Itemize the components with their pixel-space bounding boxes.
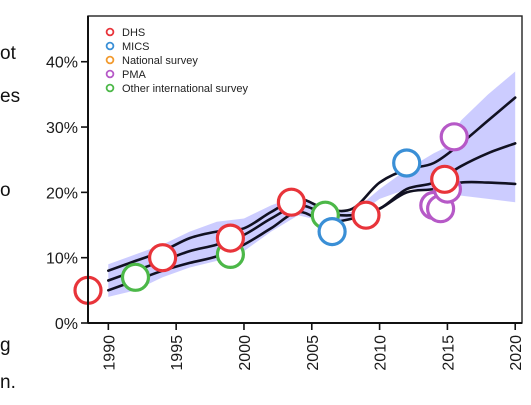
legend-item: PMA: [105, 69, 147, 81]
legend-label: MICS: [122, 41, 150, 53]
cropped-text-fragment-5: n.: [0, 372, 16, 393]
data-point-dhs: [351, 200, 381, 230]
y-tick-label: 20%: [46, 185, 78, 202]
legend-marker: [105, 69, 115, 79]
legend-item: Other international survey: [105, 83, 248, 95]
cropped-text-fragment-1: ot: [0, 43, 16, 64]
data-point-pma: [439, 122, 469, 152]
data-point-dhs: [148, 243, 178, 273]
cropped-text-fragment-3: o: [0, 180, 11, 201]
legend-label: Other international survey: [122, 83, 248, 95]
legend-marker: [105, 27, 115, 37]
uncertainty-band-layer: [108, 71, 516, 297]
legend-marker: [105, 83, 115, 93]
data-point-dhs: [276, 187, 306, 217]
uncertainty-band: [108, 71, 516, 297]
legend: DHS MICS National survey PMA Other internati…: [105, 27, 248, 95]
x-tick-label: 2005: [305, 335, 322, 371]
x-tick-label: 2020: [508, 335, 525, 371]
x-tick-label: 1995: [169, 335, 186, 371]
legend-marker: [105, 55, 115, 65]
cropped-text-fragment-2: es: [0, 86, 21, 107]
legend-label: PMA: [122, 69, 147, 81]
y-tick-label: 0%: [55, 316, 78, 333]
legend-label: National survey: [122, 55, 198, 67]
legend-item: DHS: [105, 27, 145, 39]
y-tick-label: 40%: [46, 55, 78, 72]
y-tick-label: 30%: [46, 120, 78, 137]
legend-item: National survey: [105, 55, 198, 67]
y-tick-label: 10%: [46, 251, 78, 268]
x-tick-label: 2010: [373, 335, 390, 371]
upper-bound-line: [107, 96, 517, 272]
x-tick-label: 2015: [440, 335, 457, 371]
data-point-mics: [392, 148, 422, 178]
data-point-dhs: [430, 164, 460, 194]
data-point-other-international-survey: [120, 262, 151, 292]
survey-points-layer: [73, 122, 469, 305]
legend-item: MICS: [105, 41, 150, 53]
data-point-dhs: [215, 223, 245, 253]
x-tick-label: 1990: [101, 335, 118, 371]
legend-marker: [105, 41, 115, 51]
axes-layer: 0% 10% 20% 30% 40% 1990 1995 2000 2005 2010 2015 20…: [46, 15, 525, 371]
data-point-mics: [317, 217, 347, 247]
legend-label: DHS: [122, 27, 145, 39]
x-tick-label: 2000: [237, 335, 254, 371]
cropped-text-fragment-4: g: [0, 335, 11, 356]
